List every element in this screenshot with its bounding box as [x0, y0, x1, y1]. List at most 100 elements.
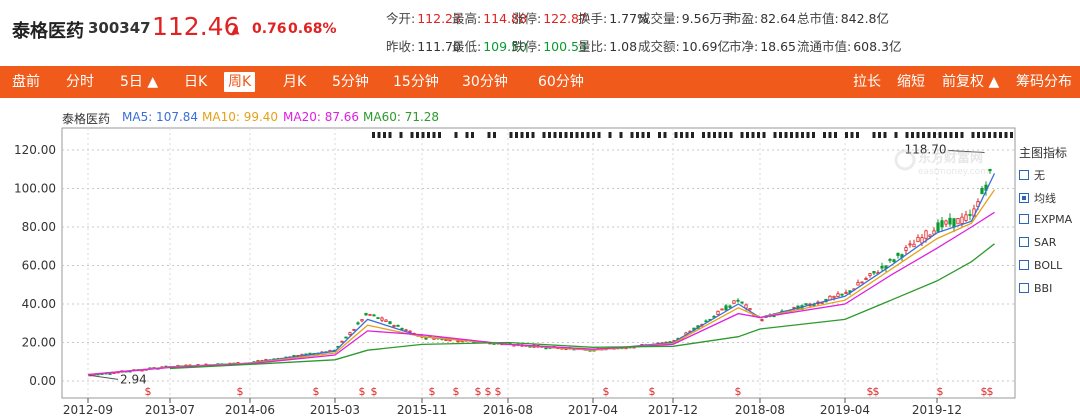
event-marker[interactable]	[658, 132, 661, 138]
toolbar-action-1[interactable]: 缩短	[897, 74, 925, 90]
event-marker[interactable]	[641, 132, 645, 138]
event-marker[interactable]	[828, 132, 832, 138]
event-marker[interactable]	[993, 132, 997, 138]
event-marker[interactable]	[823, 132, 826, 138]
event-marker[interactable]	[630, 132, 634, 138]
event-marker[interactable]	[608, 132, 612, 138]
event-marker[interactable]	[955, 132, 958, 138]
event-marker[interactable]	[691, 132, 694, 138]
event-marker[interactable]	[559, 132, 562, 138]
event-marker[interactable]	[933, 132, 936, 138]
dividend-marker[interactable]: $	[603, 385, 610, 398]
event-marker[interactable]	[416, 132, 419, 138]
event-marker[interactable]	[949, 132, 953, 138]
event-marker[interactable]	[377, 132, 381, 138]
event-marker[interactable]	[779, 132, 782, 138]
event-marker[interactable]	[850, 132, 854, 138]
dividend-marker[interactable]: $	[495, 385, 502, 398]
event-marker[interactable]	[680, 132, 683, 138]
indicator-option[interactable]: EXPMA	[1019, 213, 1072, 226]
event-marker[interactable]	[1004, 132, 1008, 138]
event-marker[interactable]	[685, 132, 689, 138]
event-marker[interactable]	[801, 132, 804, 138]
dividend-marker[interactable]: $	[313, 385, 320, 398]
dividend-marker[interactable]: $	[359, 385, 366, 398]
checkbox-icon[interactable]	[1019, 283, 1029, 293]
event-marker[interactable]	[515, 132, 518, 138]
event-marker[interactable]	[927, 132, 931, 138]
checkbox-icon[interactable]	[1019, 237, 1029, 247]
event-marker[interactable]	[399, 132, 403, 138]
event-marker[interactable]	[878, 132, 881, 138]
tab-6[interactable]: 5分钟	[332, 74, 369, 90]
tab-3[interactable]: 日K	[184, 74, 208, 90]
dividend-marker[interactable]: $	[981, 385, 988, 398]
indicator-option[interactable]: 均线	[1019, 190, 1056, 206]
event-marker[interactable]	[790, 132, 793, 138]
event-marker[interactable]	[845, 132, 848, 138]
event-marker[interactable]	[916, 132, 920, 138]
tab-5[interactable]: 月K	[283, 74, 307, 90]
tab-0[interactable]: 盘前	[12, 74, 40, 90]
tab-1[interactable]: 分时	[66, 74, 94, 90]
dividend-marker[interactable]: $	[937, 385, 944, 398]
event-marker[interactable]	[883, 132, 887, 138]
event-marker[interactable]	[988, 132, 991, 138]
event-marker[interactable]	[713, 132, 716, 138]
indicator-option[interactable]: BBI	[1019, 282, 1052, 295]
toolbar-action-3[interactable]: 筹码分布	[1016, 74, 1072, 90]
toolbar-action-2[interactable]: 前复权 ▲	[942, 74, 1000, 90]
dividend-marker[interactable]: $	[867, 385, 874, 398]
event-marker[interactable]	[421, 132, 425, 138]
event-marker[interactable]	[674, 132, 678, 138]
event-marker[interactable]	[553, 132, 557, 138]
event-markers[interactable]	[372, 132, 1013, 138]
event-marker[interactable]	[806, 132, 810, 138]
kline-chart[interactable]: 120.00 100.00 80.00 60.00 40.00 20.00 0.00 2012…	[0, 98, 1080, 418]
event-marker[interactable]	[894, 132, 898, 138]
event-marker[interactable]	[487, 132, 491, 138]
event-marker[interactable]	[856, 132, 859, 138]
event-marker[interactable]	[526, 132, 529, 138]
event-marker[interactable]	[432, 132, 436, 138]
event-marker[interactable]	[454, 132, 458, 138]
event-marker[interactable]	[570, 132, 573, 138]
event-marker[interactable]	[438, 132, 441, 138]
event-marker[interactable]	[702, 132, 705, 138]
event-marker[interactable]	[388, 132, 392, 138]
event-marker[interactable]	[372, 132, 375, 138]
event-marker[interactable]	[427, 132, 430, 138]
event-marker[interactable]	[592, 132, 595, 138]
indicator-option[interactable]: BOLL	[1019, 259, 1062, 272]
dividend-marker[interactable]: $	[453, 385, 460, 398]
event-marker[interactable]	[410, 132, 414, 138]
event-marker[interactable]	[977, 132, 980, 138]
dividend-marker[interactable]: $	[649, 385, 656, 398]
event-marker[interactable]	[999, 132, 1002, 138]
event-marker[interactable]	[834, 132, 837, 138]
event-marker[interactable]	[751, 132, 755, 138]
event-marker[interactable]	[938, 132, 942, 138]
event-marker[interactable]	[509, 132, 513, 138]
event-marker[interactable]	[465, 132, 469, 138]
event-marker[interactable]	[531, 132, 535, 138]
toolbar-action-0[interactable]: 拉长	[853, 74, 881, 90]
event-marker[interactable]	[729, 132, 733, 138]
checkbox-icon[interactable]	[1019, 170, 1029, 180]
event-marker[interactable]	[905, 132, 909, 138]
event-marker[interactable]	[795, 132, 799, 138]
dividend-marker[interactable]: $	[237, 385, 244, 398]
event-marker[interactable]	[581, 132, 584, 138]
event-marker[interactable]	[520, 132, 524, 138]
checkbox-icon[interactable]	[1019, 193, 1029, 203]
event-marker[interactable]	[493, 132, 496, 138]
event-marker[interactable]	[960, 132, 964, 138]
dividend-marker[interactable]: $	[485, 385, 492, 398]
dividend-marker[interactable]: $	[371, 385, 378, 398]
event-marker[interactable]	[812, 132, 815, 138]
event-marker[interactable]	[740, 132, 744, 138]
tab-4[interactable]: 周K	[224, 72, 256, 92]
event-marker[interactable]	[707, 132, 711, 138]
event-marker[interactable]	[471, 132, 474, 138]
event-marker[interactable]	[971, 132, 975, 138]
